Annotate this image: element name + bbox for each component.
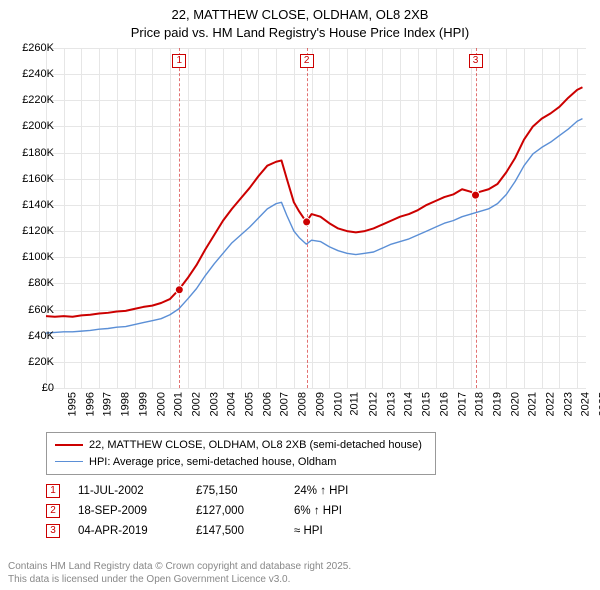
x-tick-label: 2013 (385, 392, 397, 416)
x-tick-label: 2020 (509, 392, 521, 416)
x-tick-label: 2005 (244, 392, 256, 416)
y-tick-label: £260K (22, 42, 54, 54)
events-table-row: 1 11-JUL-2002 £75,150 24% ↑ HPI (46, 484, 394, 498)
x-tick-label: 2006 (261, 392, 273, 416)
x-tick-label: 2018 (474, 392, 486, 416)
legend-swatch (55, 444, 83, 446)
event-date: 04-APR-2019 (78, 525, 178, 537)
y-tick-label: £60K (28, 304, 54, 316)
title-line-1: 22, MATTHEW CLOSE, OLDHAM, OL8 2XB (172, 7, 429, 22)
x-tick-label: 2015 (421, 392, 433, 416)
x-tick-label: 2016 (438, 392, 450, 416)
footer-attribution: Contains HM Land Registry data © Crown c… (8, 560, 351, 586)
legend-row: HPI: Average price, semi-detached house,… (55, 454, 427, 471)
y-tick-label: £200K (22, 120, 54, 132)
event-marker-box: 1 (172, 54, 186, 68)
x-tick-label: 2012 (367, 392, 379, 416)
event-delta: 6% ↑ HPI (294, 505, 394, 517)
event-delta: ≈ HPI (294, 525, 394, 537)
x-tick-label: 2021 (527, 392, 539, 416)
y-tick-label: £180K (22, 147, 54, 159)
event-id-box: 3 (46, 524, 60, 538)
y-tick-label: £0 (42, 382, 54, 394)
y-tick-label: £220K (22, 94, 54, 106)
x-tick-label: 2024 (580, 392, 592, 416)
footer-line-1: Contains HM Land Registry data © Crown c… (8, 561, 351, 572)
y-tick-label: £240K (22, 68, 54, 80)
chart-container: 22, MATTHEW CLOSE, OLDHAM, OL8 2XB Price… (0, 0, 600, 590)
footer-line-2: This data is licensed under the Open Gov… (8, 574, 290, 585)
x-tick-label: 2000 (155, 392, 167, 416)
event-price: £127,000 (196, 505, 276, 517)
title-line-2: Price paid vs. HM Land Registry's House … (131, 25, 469, 40)
x-tick-label: 2007 (279, 392, 291, 416)
event-id-box: 1 (46, 484, 60, 498)
x-tick-label: 2023 (562, 392, 574, 416)
x-tick-label: 2019 (491, 392, 503, 416)
x-tick-label: 1997 (102, 392, 114, 416)
y-tick-label: £20K (28, 356, 54, 368)
event-price: £147,500 (196, 525, 276, 537)
x-tick-label: 2022 (545, 392, 557, 416)
x-tick-label: 2008 (297, 392, 309, 416)
series-lines (46, 48, 586, 388)
chart-title: 22, MATTHEW CLOSE, OLDHAM, OL8 2XB Price… (0, 0, 600, 41)
x-tick-label: 1996 (84, 392, 96, 416)
event-date: 11-JUL-2002 (78, 485, 178, 497)
legend: 22, MATTHEW CLOSE, OLDHAM, OL8 2XB (semi… (46, 432, 436, 475)
legend-row: 22, MATTHEW CLOSE, OLDHAM, OL8 2XB (semi… (55, 437, 427, 454)
legend-label: 22, MATTHEW CLOSE, OLDHAM, OL8 2XB (semi… (89, 437, 422, 454)
event-dot (472, 191, 480, 199)
y-tick-label: £100K (22, 251, 54, 263)
event-id-box: 2 (46, 504, 60, 518)
event-delta: 24% ↑ HPI (294, 485, 394, 497)
plot-area: 1 2 3 (46, 48, 586, 388)
x-tick-label: 2002 (190, 392, 202, 416)
events-table: 1 11-JUL-2002 £75,150 24% ↑ HPI 2 18-SEP-2009… (46, 478, 394, 544)
x-tick-label: 2010 (332, 392, 344, 416)
y-tick-label: £140K (22, 199, 54, 211)
y-tick-label: £40K (28, 330, 54, 342)
event-date: 18-SEP-2009 (78, 505, 178, 517)
event-dot (303, 218, 311, 226)
y-tick-label: £120K (22, 225, 54, 237)
event-price: £75,150 (196, 485, 276, 497)
x-tick-label: 2001 (173, 392, 185, 416)
x-tick-label: 1995 (66, 392, 78, 416)
x-tick-label: 2017 (456, 392, 468, 416)
legend-label: HPI: Average price, semi-detached house,… (89, 454, 336, 471)
event-marker-box: 3 (469, 54, 483, 68)
x-tick-label: 1999 (137, 392, 149, 416)
x-tick-label: 2009 (314, 392, 326, 416)
events-table-row: 2 18-SEP-2009 £127,000 6% ↑ HPI (46, 504, 394, 518)
x-tick-label: 2014 (403, 392, 415, 416)
x-tick-label: 1998 (120, 392, 132, 416)
events-table-row: 3 04-APR-2019 £147,500 ≈ HPI (46, 524, 394, 538)
gridline-h (46, 388, 586, 389)
event-marker-box: 2 (300, 54, 314, 68)
y-tick-label: £160K (22, 173, 54, 185)
legend-swatch (55, 461, 83, 462)
x-tick-label: 2003 (208, 392, 220, 416)
x-tick-label: 2011 (349, 392, 361, 416)
event-dot (175, 286, 183, 294)
series-line (46, 87, 582, 317)
x-tick-label: 2004 (226, 392, 238, 416)
y-tick-label: £80K (28, 277, 54, 289)
series-line (46, 119, 582, 333)
